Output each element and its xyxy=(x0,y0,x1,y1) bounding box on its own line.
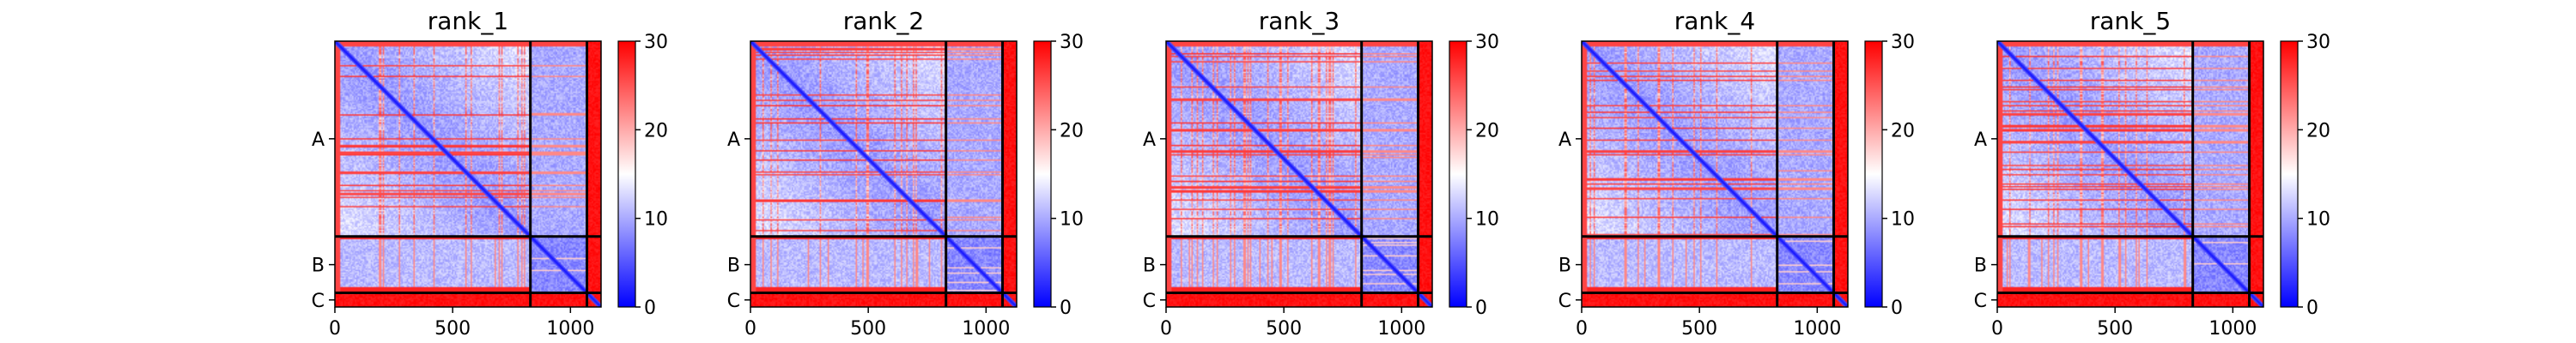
y-tick-label: A xyxy=(1558,129,1571,151)
y-tick-label: B xyxy=(727,256,740,277)
colorbar-tick-label: 30 xyxy=(2306,32,2330,53)
colorbar-tick-label: 0 xyxy=(1475,298,1487,319)
plot-frame xyxy=(334,40,602,308)
colorbar-tick-label: 20 xyxy=(2306,120,2330,141)
pae-heatmap xyxy=(335,41,601,307)
x-tick-label: 0 xyxy=(1160,318,1172,340)
x-tick-label: 1000 xyxy=(1793,318,1841,340)
y-tick-label: C xyxy=(1974,291,1987,312)
y-tick-label: C xyxy=(727,291,740,312)
x-tick-label: 0 xyxy=(329,318,341,340)
colorbar xyxy=(617,40,636,308)
y-tick-label: A xyxy=(312,129,325,151)
y-tick-label: C xyxy=(1143,291,1156,312)
colorbar-tick-label: 10 xyxy=(2306,209,2330,231)
x-tick-label: 1000 xyxy=(962,318,1010,340)
x-tick-label: 1000 xyxy=(546,318,594,340)
plot-frame xyxy=(1996,40,2264,308)
panel-title: rank_4 xyxy=(1674,7,1755,35)
colorbar-tick-label: 20 xyxy=(1475,120,1499,141)
x-tick-label: 0 xyxy=(1991,318,2003,340)
colorbar-tick-label: 20 xyxy=(1891,120,1915,141)
pae-heatmap xyxy=(1166,41,1432,307)
y-tick-label: B xyxy=(1143,256,1156,277)
colorbar-tick-label: 0 xyxy=(644,298,656,319)
colorbar-tick-label: 10 xyxy=(1475,209,1499,231)
y-tick-label: A xyxy=(1974,129,1987,151)
x-tick-label: 500 xyxy=(850,318,886,340)
y-tick-label: B xyxy=(1974,256,1987,277)
colorbar-tick-label: 30 xyxy=(1891,32,1915,53)
y-tick-label: A xyxy=(727,129,740,151)
colorbar xyxy=(1864,40,1883,308)
panel-title: rank_1 xyxy=(428,7,508,35)
colorbar-tick-label: 30 xyxy=(644,32,668,53)
colorbar-tick-label: 10 xyxy=(1891,209,1915,231)
y-tick-label: C xyxy=(312,291,325,312)
colorbar-tick-label: 0 xyxy=(1891,298,1903,319)
x-tick-label: 1000 xyxy=(1377,318,1425,340)
x-tick-label: 500 xyxy=(1266,318,1302,340)
panel-title: rank_3 xyxy=(1259,7,1340,35)
colorbar-tick-label: 20 xyxy=(644,120,668,141)
plot-frame xyxy=(1165,40,1433,308)
colorbar-tick-label: 10 xyxy=(1060,209,1084,231)
colorbar-tick-label: 0 xyxy=(2306,298,2318,319)
panel-title: rank_2 xyxy=(843,7,924,35)
colorbar-tick-label: 30 xyxy=(1060,32,1084,53)
plot-frame xyxy=(1581,40,1849,308)
x-tick-label: 500 xyxy=(2097,318,2133,340)
panel-title: rank_5 xyxy=(2090,7,2171,35)
x-tick-label: 0 xyxy=(1576,318,1588,340)
colorbar xyxy=(1449,40,1467,308)
y-tick-label: B xyxy=(312,256,325,277)
colorbar-tick-label: 10 xyxy=(644,209,668,231)
colorbar-tick-label: 30 xyxy=(1475,32,1499,53)
colorbar-tick-label: 0 xyxy=(1060,298,1072,319)
plot-frame xyxy=(750,40,1018,308)
y-tick-label: C xyxy=(1558,291,1571,312)
colorbar xyxy=(1033,40,1052,308)
x-tick-label: 1000 xyxy=(2208,318,2257,340)
colorbar-tick-label: 20 xyxy=(1060,120,1084,141)
colorbar xyxy=(2280,40,2299,308)
pae-heatmap xyxy=(1582,41,1848,307)
pae-heatmap xyxy=(1997,41,2263,307)
x-tick-label: 500 xyxy=(1681,318,1717,340)
y-tick-label: A xyxy=(1143,129,1156,151)
pae-heatmap xyxy=(750,41,1017,307)
y-tick-label: B xyxy=(1558,256,1571,277)
x-tick-label: 0 xyxy=(744,318,756,340)
x-tick-label: 500 xyxy=(434,318,471,340)
